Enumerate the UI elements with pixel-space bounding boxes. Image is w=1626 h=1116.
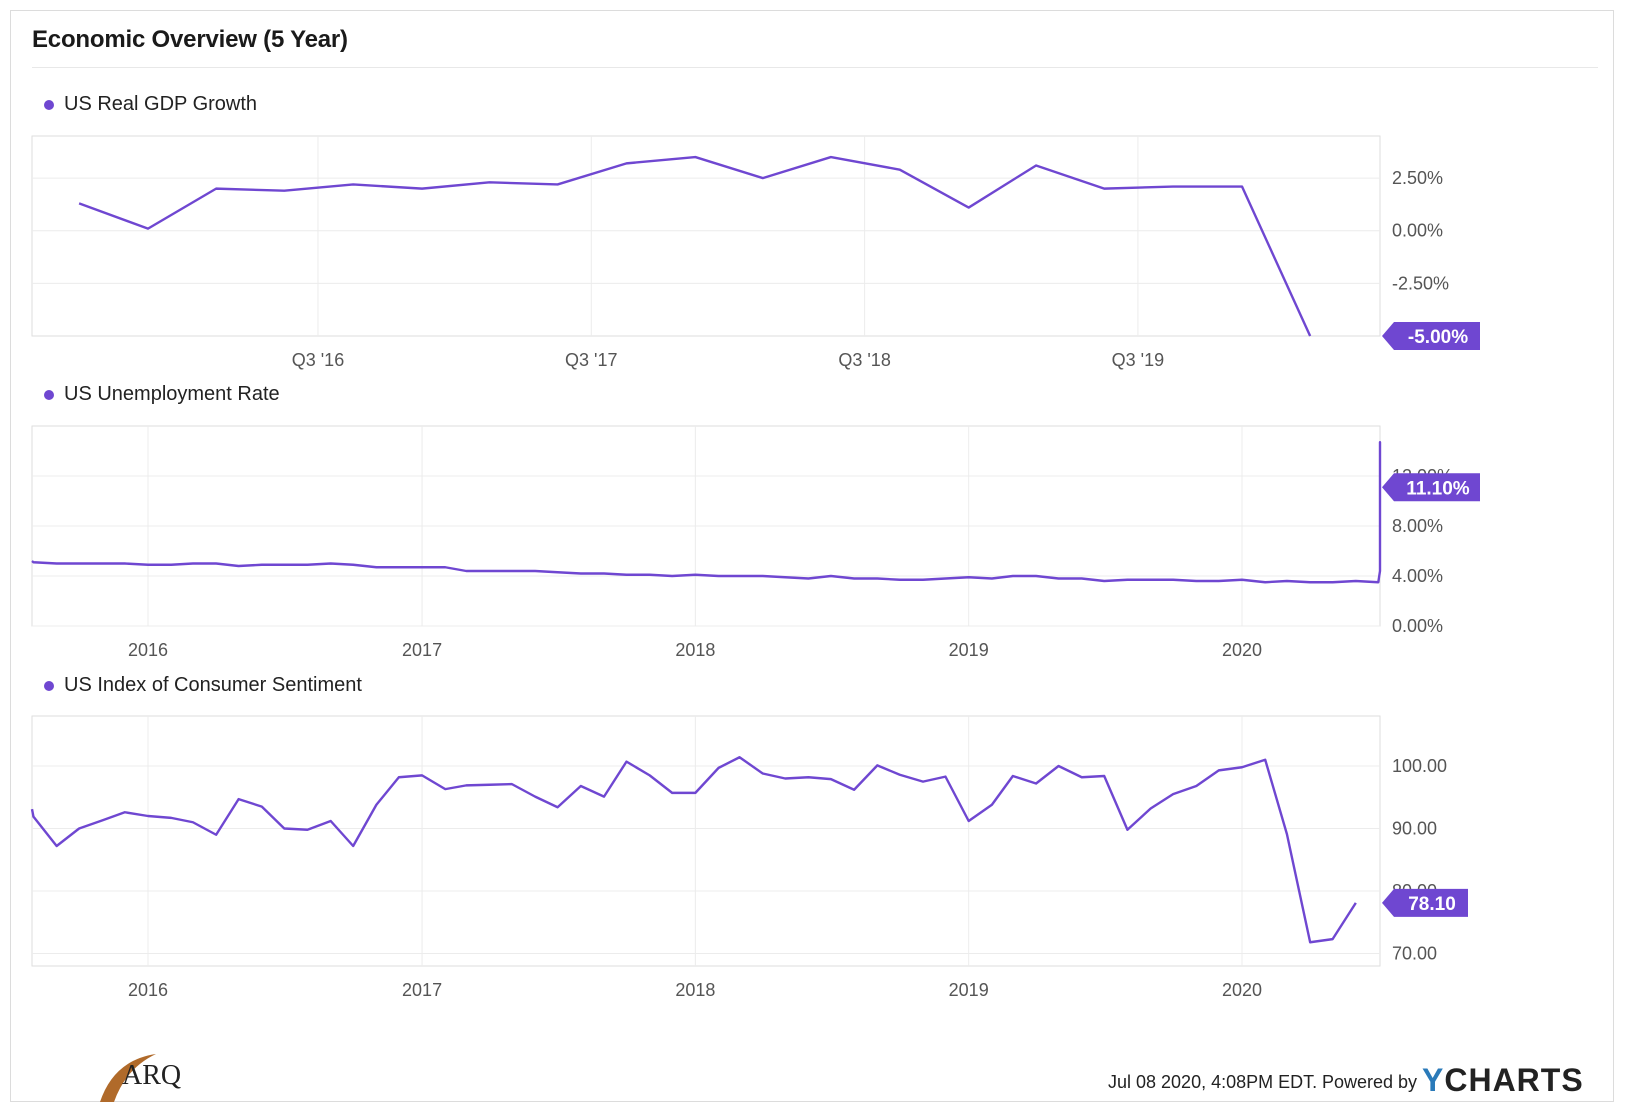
series-line — [30, 756, 1357, 944]
x-tick-label: 2020 — [1222, 640, 1262, 660]
y-tick-label: 8.00% — [1392, 516, 1443, 536]
x-tick-label: 2016 — [128, 980, 168, 1000]
last-value-label: -5.00% — [1408, 327, 1468, 348]
legend-gdp-label: US Real GDP Growth — [64, 93, 258, 115]
y-tick-label: 0.00% — [1392, 616, 1443, 636]
plot-frame — [31, 135, 1381, 337]
legend-gdp: US Real GDP Growth — [44, 93, 257, 116]
title-divider — [32, 67, 1598, 68]
ycharts-brand[interactable]: YCHARTS — [1422, 1062, 1584, 1099]
x-tick-label: 2019 — [949, 980, 989, 1000]
legend-dot-icon — [44, 99, 54, 110]
x-tick-label: 2016 — [128, 640, 168, 660]
legend-unemployment-label: US Unemployment Rate — [64, 383, 280, 405]
x-tick-label: Q3 '17 — [565, 350, 617, 370]
x-tick-label: 2018 — [675, 980, 715, 1000]
series-line — [31, 441, 1382, 584]
x-tick-label: 2017 — [402, 980, 442, 1000]
y-tick-label: -2.50% — [1392, 273, 1449, 293]
last-value-flag — [1382, 888, 1468, 917]
y-tick-label: 100.00 — [1392, 756, 1447, 776]
y-tick-label: 4.00% — [1392, 566, 1443, 586]
footer-timestamp: Jul 08 2020, 4:08PM EDT. — [1108, 1072, 1318, 1092]
ycharts-brand-name: CHARTS — [1444, 1062, 1584, 1098]
last-value-flag — [1382, 473, 1480, 502]
x-tick-label: Q3 '16 — [292, 350, 344, 370]
y-tick-label: 0.00% — [1392, 221, 1443, 241]
last-value-label: 11.10% — [1406, 478, 1469, 499]
plot-frame — [31, 715, 1381, 967]
x-tick-label: 2018 — [675, 640, 715, 660]
footer-powered-by: Powered by — [1322, 1072, 1418, 1092]
x-tick-label: Q3 '18 — [838, 350, 890, 370]
arq-swoosh-icon — [100, 1054, 156, 1102]
last-value-flag — [1382, 322, 1480, 350]
y-tick-label: 70.00 — [1392, 944, 1437, 964]
last-value-label: 78.10 — [1408, 894, 1456, 915]
arq-logo-text: ARQ — [122, 1060, 181, 1091]
legend-dot-icon — [44, 389, 54, 400]
x-tick-label: 2017 — [402, 640, 442, 660]
legend-dot-icon — [44, 680, 54, 691]
page-title: Economic Overview (5 Year) — [32, 26, 348, 53]
y-tick-label: 90.00 — [1392, 819, 1437, 839]
arq-logo: ARQ — [100, 1054, 181, 1102]
legend-sentiment-label: US Index of Consumer Sentiment — [64, 674, 362, 696]
chart-card — [10, 10, 1614, 1102]
series-line — [78, 155, 1312, 337]
x-tick-label: 2020 — [1222, 980, 1262, 1000]
y-tick-label: 2.50% — [1392, 168, 1443, 188]
legend-sentiment: US Index of Consumer Sentiment — [44, 674, 362, 697]
x-tick-label: Q3 '19 — [1112, 350, 1164, 370]
ycharts-brand-prefix: Y — [1422, 1062, 1445, 1098]
legend-unemployment: US Unemployment Rate — [44, 383, 280, 406]
x-tick-label: 2019 — [949, 640, 989, 660]
